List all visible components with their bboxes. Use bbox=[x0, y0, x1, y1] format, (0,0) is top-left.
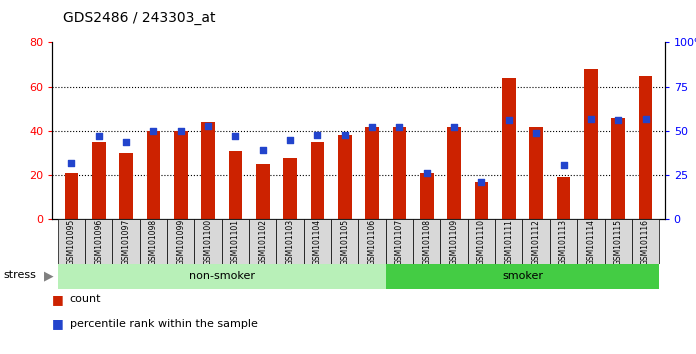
Text: GSM101103: GSM101103 bbox=[285, 218, 294, 265]
Point bbox=[257, 148, 268, 153]
Bar bbox=[605, 219, 632, 264]
Bar bbox=[249, 219, 276, 264]
Bar bbox=[611, 118, 625, 219]
Point bbox=[148, 128, 159, 134]
Bar bbox=[358, 219, 386, 264]
Text: GSM101095: GSM101095 bbox=[67, 218, 76, 265]
Bar bbox=[386, 264, 659, 289]
Text: GSM101098: GSM101098 bbox=[149, 218, 158, 265]
Bar bbox=[386, 219, 413, 264]
Text: GSM101108: GSM101108 bbox=[422, 219, 432, 264]
Text: GSM101100: GSM101100 bbox=[203, 218, 212, 265]
Text: GSM101104: GSM101104 bbox=[313, 218, 322, 265]
Bar bbox=[441, 219, 468, 264]
Bar bbox=[584, 69, 598, 219]
Point bbox=[230, 133, 241, 139]
Bar bbox=[222, 219, 249, 264]
Bar bbox=[167, 219, 194, 264]
Bar bbox=[303, 219, 331, 264]
Point bbox=[394, 125, 405, 130]
Bar bbox=[228, 151, 242, 219]
Bar bbox=[201, 122, 215, 219]
Point bbox=[93, 133, 104, 139]
Bar bbox=[140, 219, 167, 264]
Text: GSM101107: GSM101107 bbox=[395, 218, 404, 265]
Text: GSM101099: GSM101099 bbox=[176, 218, 185, 265]
Bar bbox=[85, 219, 112, 264]
Text: GSM101116: GSM101116 bbox=[641, 219, 650, 264]
Text: count: count bbox=[70, 294, 101, 304]
Point bbox=[203, 123, 214, 129]
Bar bbox=[448, 127, 461, 219]
Bar bbox=[365, 127, 379, 219]
Text: GSM101114: GSM101114 bbox=[586, 219, 595, 264]
Text: stress: stress bbox=[3, 270, 36, 280]
Text: ▶: ▶ bbox=[44, 269, 54, 282]
Text: GSM101113: GSM101113 bbox=[559, 219, 568, 264]
Bar bbox=[475, 182, 489, 219]
Bar bbox=[310, 142, 324, 219]
Text: GSM101109: GSM101109 bbox=[450, 218, 459, 265]
Bar bbox=[502, 78, 516, 219]
Point bbox=[558, 162, 569, 167]
Bar bbox=[65, 173, 78, 219]
Text: GSM101105: GSM101105 bbox=[340, 218, 349, 265]
Point bbox=[640, 116, 651, 121]
Bar bbox=[58, 219, 85, 264]
Text: GSM101096: GSM101096 bbox=[94, 218, 103, 265]
Point bbox=[476, 179, 487, 185]
Point bbox=[448, 125, 459, 130]
Bar bbox=[119, 153, 133, 219]
Point bbox=[612, 118, 624, 123]
Bar bbox=[147, 131, 160, 219]
Text: GSM101115: GSM101115 bbox=[614, 219, 623, 264]
Point bbox=[530, 130, 541, 136]
Bar bbox=[112, 219, 140, 264]
Text: ■: ■ bbox=[52, 293, 64, 306]
Bar bbox=[276, 219, 303, 264]
Point bbox=[120, 139, 132, 144]
Bar bbox=[530, 127, 543, 219]
Bar bbox=[174, 131, 187, 219]
Point bbox=[339, 132, 350, 137]
Text: GSM101111: GSM101111 bbox=[505, 219, 514, 264]
Bar bbox=[58, 264, 386, 289]
Bar bbox=[92, 142, 106, 219]
Bar bbox=[468, 219, 495, 264]
Text: non-smoker: non-smoker bbox=[189, 271, 255, 281]
Text: ■: ■ bbox=[52, 318, 64, 330]
Text: GSM101106: GSM101106 bbox=[367, 218, 377, 265]
Text: smoker: smoker bbox=[502, 271, 543, 281]
Bar bbox=[194, 219, 222, 264]
Bar bbox=[393, 127, 406, 219]
Bar bbox=[256, 164, 269, 219]
Bar bbox=[577, 219, 605, 264]
Text: GSM101110: GSM101110 bbox=[477, 219, 486, 264]
Point bbox=[585, 116, 596, 121]
Point bbox=[65, 160, 77, 166]
Bar bbox=[550, 219, 577, 264]
Point bbox=[312, 132, 323, 137]
Point bbox=[503, 118, 514, 123]
Text: GSM101097: GSM101097 bbox=[122, 218, 131, 265]
Text: GSM101112: GSM101112 bbox=[532, 219, 541, 264]
Bar bbox=[413, 219, 441, 264]
Point bbox=[285, 137, 296, 143]
Text: GSM101101: GSM101101 bbox=[231, 219, 240, 264]
Text: percentile rank within the sample: percentile rank within the sample bbox=[70, 319, 258, 329]
Text: GDS2486 / 243303_at: GDS2486 / 243303_at bbox=[63, 11, 215, 25]
Bar bbox=[420, 173, 434, 219]
Bar bbox=[523, 219, 550, 264]
Text: GSM101102: GSM101102 bbox=[258, 219, 267, 264]
Point bbox=[175, 128, 187, 134]
Bar bbox=[639, 76, 652, 219]
Bar bbox=[632, 219, 659, 264]
Bar bbox=[331, 219, 358, 264]
Bar bbox=[338, 135, 351, 219]
Bar bbox=[495, 219, 523, 264]
Point bbox=[367, 125, 378, 130]
Bar bbox=[557, 177, 570, 219]
Bar bbox=[283, 158, 297, 219]
Point bbox=[421, 171, 432, 176]
